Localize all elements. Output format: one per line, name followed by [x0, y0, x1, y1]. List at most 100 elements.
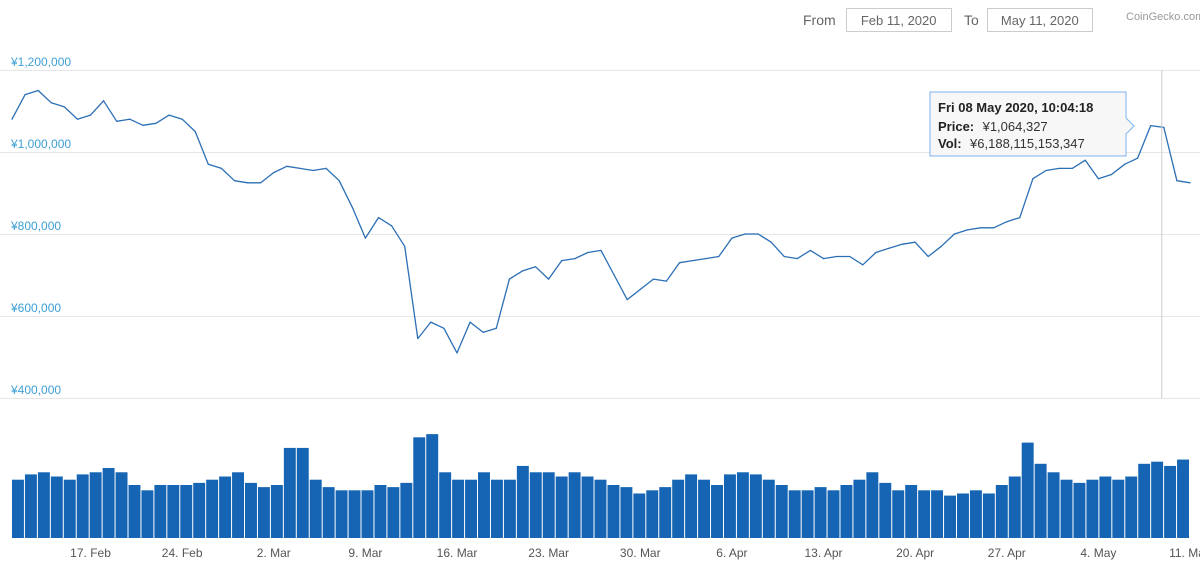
volume-bar [426, 434, 439, 538]
volume-bar [1138, 463, 1151, 538]
volume-bar [387, 487, 400, 538]
volume-bar [193, 482, 206, 538]
tooltip-price-row: Price: ¥1,064,327 [938, 118, 1048, 135]
volume-bar [63, 479, 76, 538]
price-point [1058, 167, 1060, 169]
price-point [548, 278, 550, 280]
price-point [626, 299, 628, 301]
volume-bar [736, 472, 749, 538]
price-point [770, 241, 772, 243]
volume-bar [1177, 459, 1189, 538]
tooltip-vol-row: Vol: ¥6,188,115,153,347 [938, 135, 1085, 152]
price-point [836, 255, 838, 258]
price-point [613, 274, 615, 276]
price-point [103, 100, 105, 102]
price-point [561, 260, 563, 262]
x-tick-label: 4. May [1080, 546, 1116, 560]
x-tick-label: 13. Apr [804, 546, 842, 560]
price-point [731, 237, 733, 239]
volume-bar [801, 490, 814, 538]
x-tick-label: 6. Apr [716, 546, 747, 560]
volume-bar [37, 472, 50, 538]
from-label: From [803, 12, 836, 28]
volume-bar [698, 479, 711, 538]
date-range-from: From Feb 11, 2020 [803, 7, 952, 33]
price-point [63, 106, 65, 108]
volume-bar [982, 493, 995, 538]
volume-bar [257, 487, 270, 538]
volume-bar [309, 479, 322, 538]
price-point [181, 118, 183, 120]
price-point [443, 327, 445, 329]
x-tick-label: 23. Mar [528, 546, 569, 560]
price-point [482, 331, 484, 333]
volume-bar [1034, 463, 1047, 538]
volume-bar [296, 447, 309, 538]
price-point [50, 102, 52, 104]
price-point [534, 266, 537, 268]
volume-bar [24, 474, 37, 538]
tooltip-vol-value: ¥6,188,115,153,347 [969, 136, 1085, 151]
volume-bar [840, 485, 853, 538]
price-point [639, 288, 641, 290]
price-point [1032, 178, 1034, 180]
price-point [718, 255, 720, 258]
volume-bar [128, 485, 141, 538]
price-point [1137, 157, 1139, 159]
price-point [469, 321, 471, 323]
volume-bar [1008, 476, 1021, 538]
volume-bar [490, 479, 503, 538]
volume-bar [219, 476, 232, 538]
volume-bar [542, 472, 555, 538]
from-date-input[interactable]: Feb 11, 2020 [845, 8, 952, 32]
price-point [665, 280, 668, 282]
volume-bar [659, 487, 672, 538]
price-point [11, 118, 13, 120]
price-point [338, 180, 340, 182]
volume-bar [1125, 476, 1138, 538]
to-label: To [964, 12, 979, 28]
volume-bar [723, 474, 736, 538]
volume-bar [335, 490, 348, 538]
volume-bar [1151, 461, 1164, 538]
volume-bar [12, 479, 24, 538]
volume-bar [516, 465, 529, 538]
price-point [89, 114, 92, 116]
price-point [574, 258, 576, 260]
price-point [914, 241, 916, 243]
price-point [809, 249, 812, 251]
volume-bar [76, 474, 89, 538]
volume-bar [102, 468, 115, 538]
price-point [783, 255, 785, 258]
price-point [953, 233, 956, 235]
volume-bar [452, 479, 465, 538]
volume-bar [141, 490, 154, 538]
x-tick-label: 9. Mar [348, 546, 382, 560]
price-point [207, 163, 209, 165]
price-point [521, 270, 524, 272]
price-point [1110, 173, 1113, 176]
price-point [456, 352, 458, 354]
volume-bar [620, 487, 633, 538]
tooltip-box [929, 91, 1135, 157]
x-tick-label: 24. Feb [162, 546, 203, 560]
price-point [129, 118, 131, 120]
volume-bar [439, 472, 452, 538]
price-point [1097, 178, 1099, 180]
volume-bar [568, 472, 581, 538]
volume-bar [853, 479, 866, 538]
volume-bar [762, 479, 775, 538]
price-point [142, 124, 144, 126]
volume-bar [348, 490, 361, 538]
date-range-to: To May 11, 2020 [964, 7, 1093, 33]
x-tick-label: 27. Apr [988, 546, 1026, 560]
to-date-input[interactable]: May 11, 2020 [986, 8, 1093, 32]
price-point [993, 227, 995, 229]
volume-bar [749, 474, 762, 538]
price-point [116, 120, 118, 122]
price-point [888, 247, 890, 249]
price-point [927, 255, 929, 258]
volume-bar [167, 485, 180, 538]
x-tick-label: 30. Mar [620, 546, 661, 560]
